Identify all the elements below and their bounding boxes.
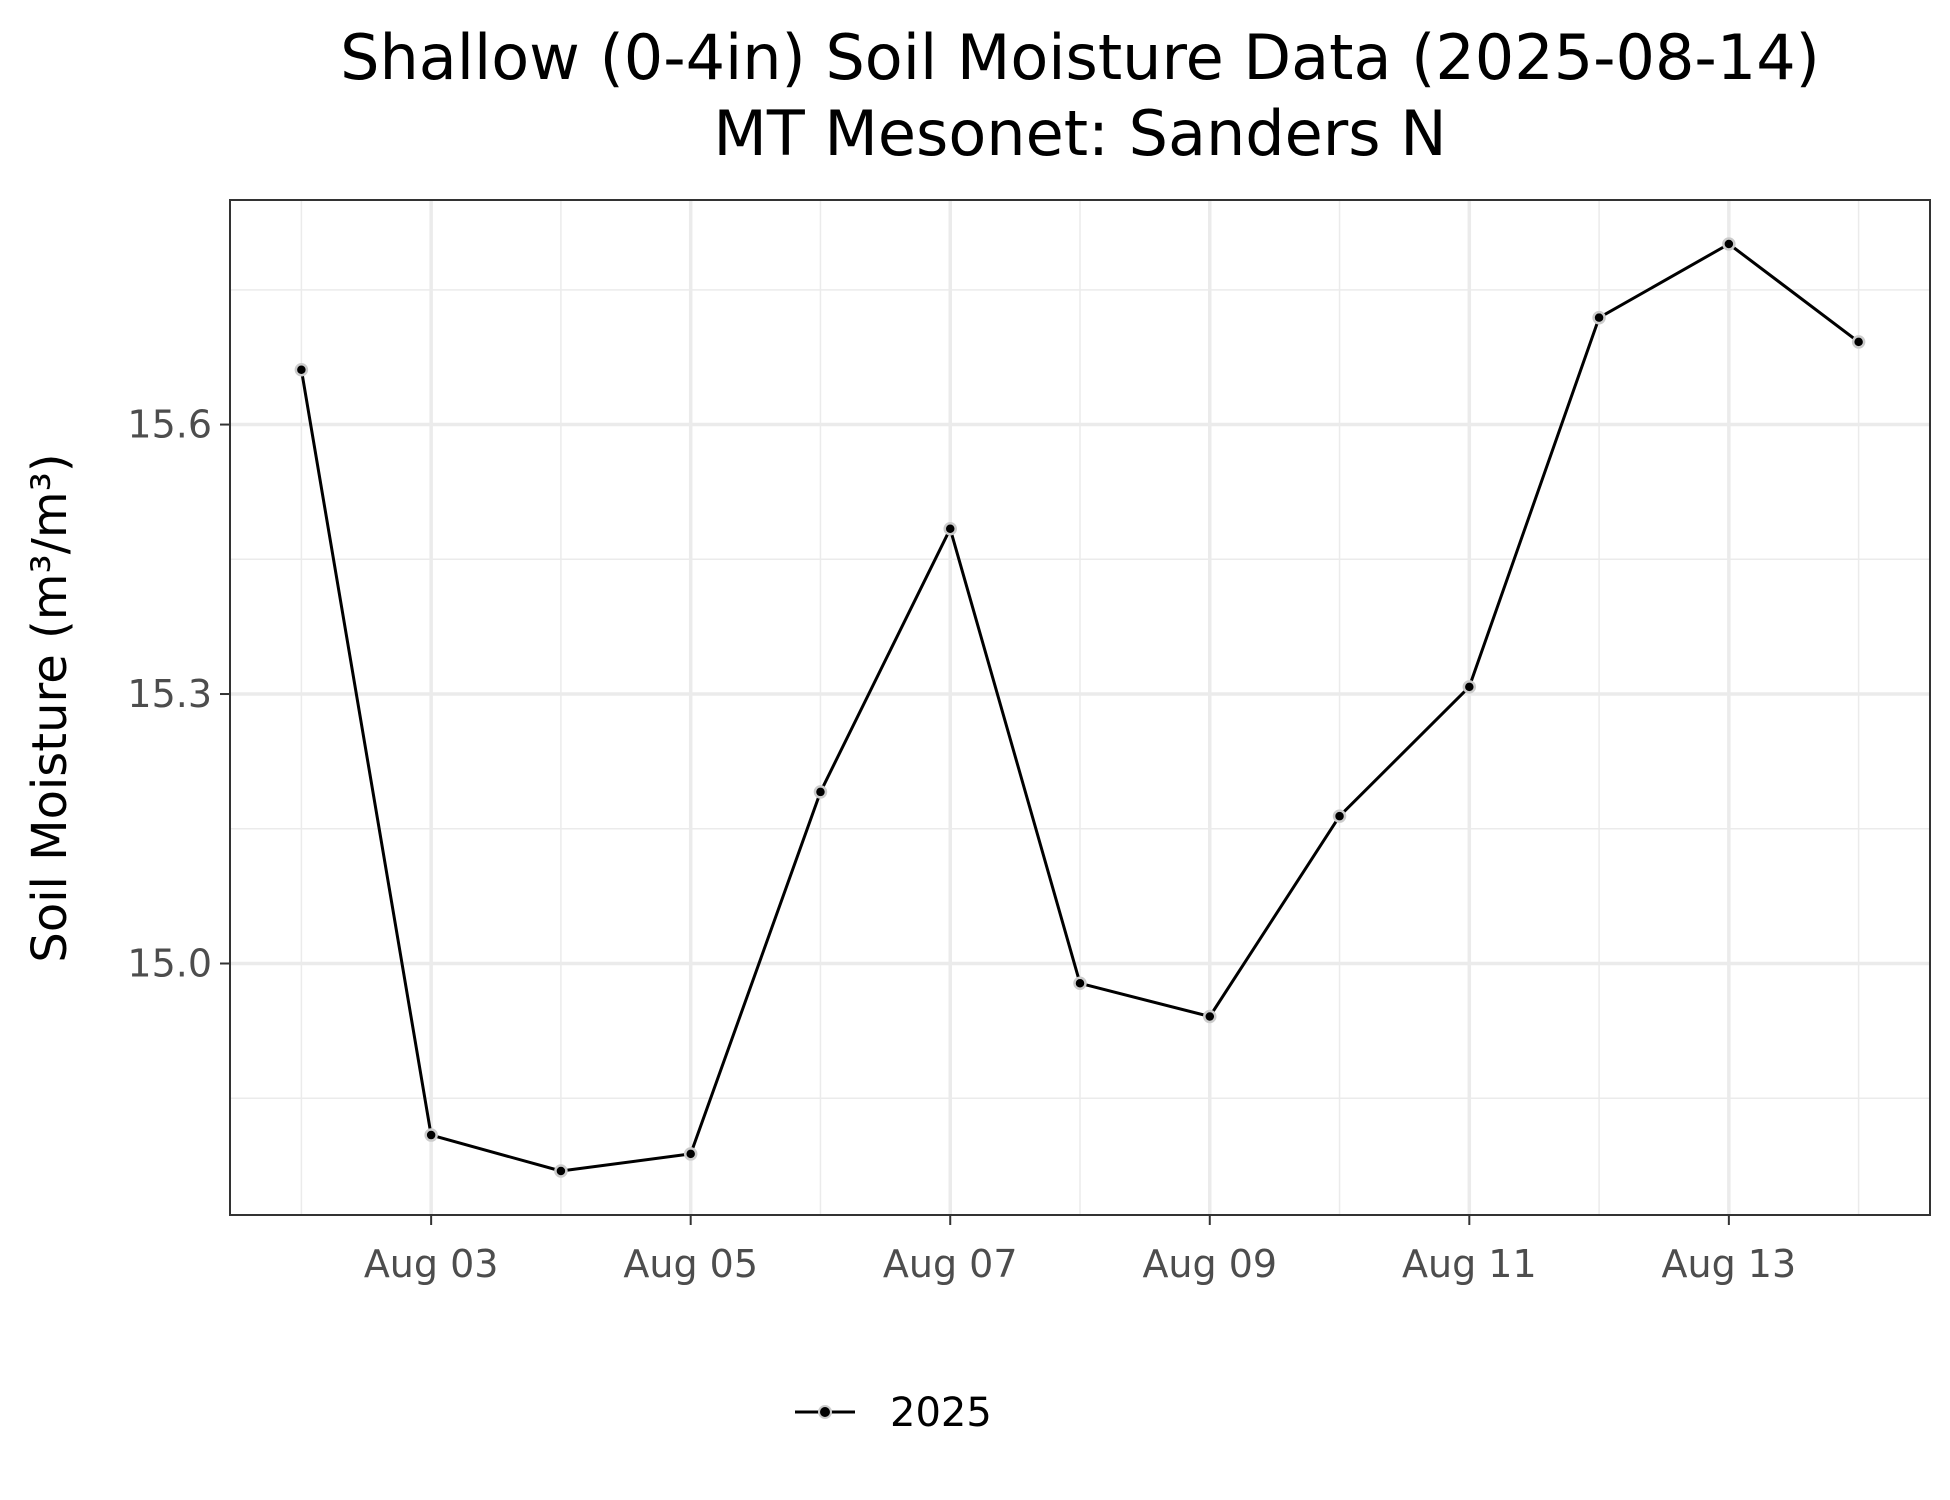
x-tick-label: Aug 03 [364,1242,499,1286]
x-axis: Aug 03 Aug 05 Aug 07 Aug 09 Aug 11 Aug 13 [364,1215,1796,1286]
y-axis-title: Soil Moisture (m³/m³) [22,453,78,962]
major-gridlines [230,200,1930,1215]
data-point [1592,310,1606,325]
minor-gridlines [230,200,1930,1215]
y-tick-label: 15.0 [127,941,212,985]
plot-border [229,199,1931,1216]
data-point [1203,1009,1217,1024]
data-point [424,1128,438,1142]
y-axis: 15.0 15.3 15.6 [127,403,230,985]
legend-point-swatch [818,1405,832,1419]
data-point [1073,976,1087,991]
x-tick-label: Aug 09 [1142,1242,1277,1286]
data-point [294,363,309,377]
chart-title-block: Shallow (0-4in) Soil Moisture Data (2025… [230,20,1930,172]
data-point [683,1147,698,1161]
x-tick-label: Aug 05 [623,1242,758,1286]
series-layer [294,237,1866,1178]
legend-label-2025: 2025 [890,1390,992,1436]
chart-title: Shallow (0-4in) Soil Moisture Data (2025… [340,21,1820,94]
chart-subtitle: MT Mesonet: Sanders N [713,97,1447,170]
data-point [1462,680,1477,694]
x-tick-label: Aug 11 [1402,1242,1537,1286]
data-point [813,785,828,799]
data-point [1851,335,1866,349]
x-tick-label: Aug 13 [1662,1242,1797,1286]
legend: 2025 [795,1390,992,1436]
data-point [554,1164,568,1178]
data-point [1722,237,1736,251]
x-tick-label: Aug 07 [883,1242,1018,1286]
data-point [943,522,957,536]
y-tick-label: 15.6 [127,403,212,447]
data-point [1332,809,1347,823]
y-tick-label: 15.3 [127,672,212,716]
